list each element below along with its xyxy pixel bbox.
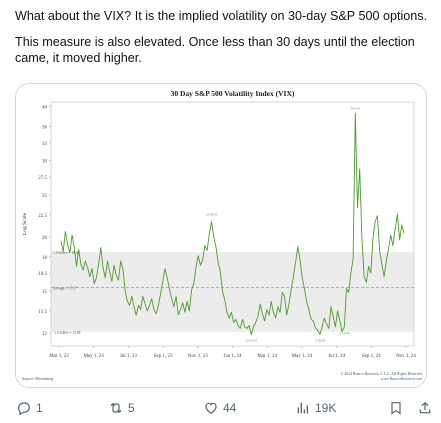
vix-chart: 30 Day S&P 500 Volatility Index (VIX) Ave…: [22, 84, 423, 381]
x-tick-label: May 1, 23: [83, 354, 104, 359]
y-tick-label: 25: [42, 194, 48, 199]
annotation-label: 8/5/24: [351, 106, 360, 110]
reference-label-1: 1.0 StDev = 18.46: [53, 251, 79, 255]
reference-label-2: -1.0 StDev = 12.08: [53, 331, 81, 335]
annotation-label: 5/18/24: [315, 339, 326, 343]
x-tick-label: Mar 1, 23: [49, 354, 69, 359]
x-tick-label: Sep 1, 23: [154, 354, 173, 359]
like-count: 44: [223, 401, 237, 415]
share-button[interactable]: [417, 400, 437, 416]
y-tick-label: 30: [42, 160, 48, 165]
copyright-label: © 2024 Bianco Research, L.L.C. All Right…: [341, 371, 423, 377]
tweet-paragraph-2: This measure is also elevated. Once less…: [15, 34, 415, 66]
y-tick-label: 16.5: [38, 272, 47, 277]
share-icon: [417, 400, 433, 416]
x-tick-label: Jul 1, 23: [120, 354, 138, 359]
website-label: www.BiancoResearch.com: [381, 377, 422, 381]
x-tick-label: Jan 1, 24: [224, 354, 242, 359]
x-tick-label: Mar 1, 24: [257, 354, 277, 359]
x-tick-label: Sep 1, 24: [362, 354, 381, 359]
y-tick-label: 27.5: [38, 176, 47, 181]
views-count: 19K: [315, 401, 337, 415]
tweet-media-chart[interactable]: 30 Day S&P 500 Volatility Index (VIX) Ave…: [15, 83, 427, 388]
y-tick-label: 33: [42, 142, 48, 147]
y-tick-label: 12: [42, 332, 48, 337]
annotation-label: 10/28/23: [205, 213, 217, 217]
heart-icon: [203, 400, 219, 416]
y-tick-label: 20: [42, 236, 48, 241]
annotation-label: 10/31/24: [402, 84, 414, 85]
y-tick-label: 18: [42, 256, 48, 261]
y-tick-label: 13.5: [38, 310, 47, 315]
x-tick-label: Nov 1, 24: [396, 354, 416, 359]
stdev-band: [51, 252, 414, 332]
retweet-count: 5: [128, 401, 135, 415]
x-tick-label: Jul 1, 24: [328, 354, 346, 359]
annotation-label: 7/12/24: [339, 331, 350, 335]
x-tick-label: May 1, 24: [292, 354, 313, 359]
retweet-button[interactable]: 5: [108, 400, 135, 416]
views-button[interactable]: 19K: [295, 400, 336, 416]
y-tick-label: 22.5: [38, 214, 47, 219]
reference-label-0: Average = 15.27: [53, 287, 77, 291]
y-tick-label: 36: [42, 125, 48, 130]
tweet-actions-bar: 1 5 44 19K: [0, 398, 441, 420]
tweet-text: What about the VIX? It is the implied vo…: [15, 8, 435, 76]
reply-button[interactable]: 1: [16, 400, 43, 416]
source-label: Source: Bloomberg: [22, 376, 53, 381]
vix-series-line: [60, 112, 405, 336]
reply-count: 1: [36, 401, 43, 415]
tweet-paragraph-1: What about the VIX? It is the implied vo…: [15, 9, 428, 23]
chart-title: 30 Day S&P 500 Volatility Index (VIX): [171, 89, 295, 98]
y-axis-label: Log Scale: [22, 212, 28, 235]
annotation-label: 12/14/23: [245, 339, 257, 343]
y-tick-label: 15: [42, 290, 48, 295]
bookmark-button[interactable]: [388, 400, 408, 416]
reply-icon: [16, 400, 32, 416]
bookmark-icon: [388, 400, 404, 416]
like-button[interactable]: 44: [203, 400, 236, 416]
analytics-icon: [295, 400, 311, 416]
y-tick-label: 40: [42, 106, 48, 111]
x-tick-label: Nov 1, 23: [188, 354, 208, 359]
retweet-icon: [108, 400, 124, 416]
